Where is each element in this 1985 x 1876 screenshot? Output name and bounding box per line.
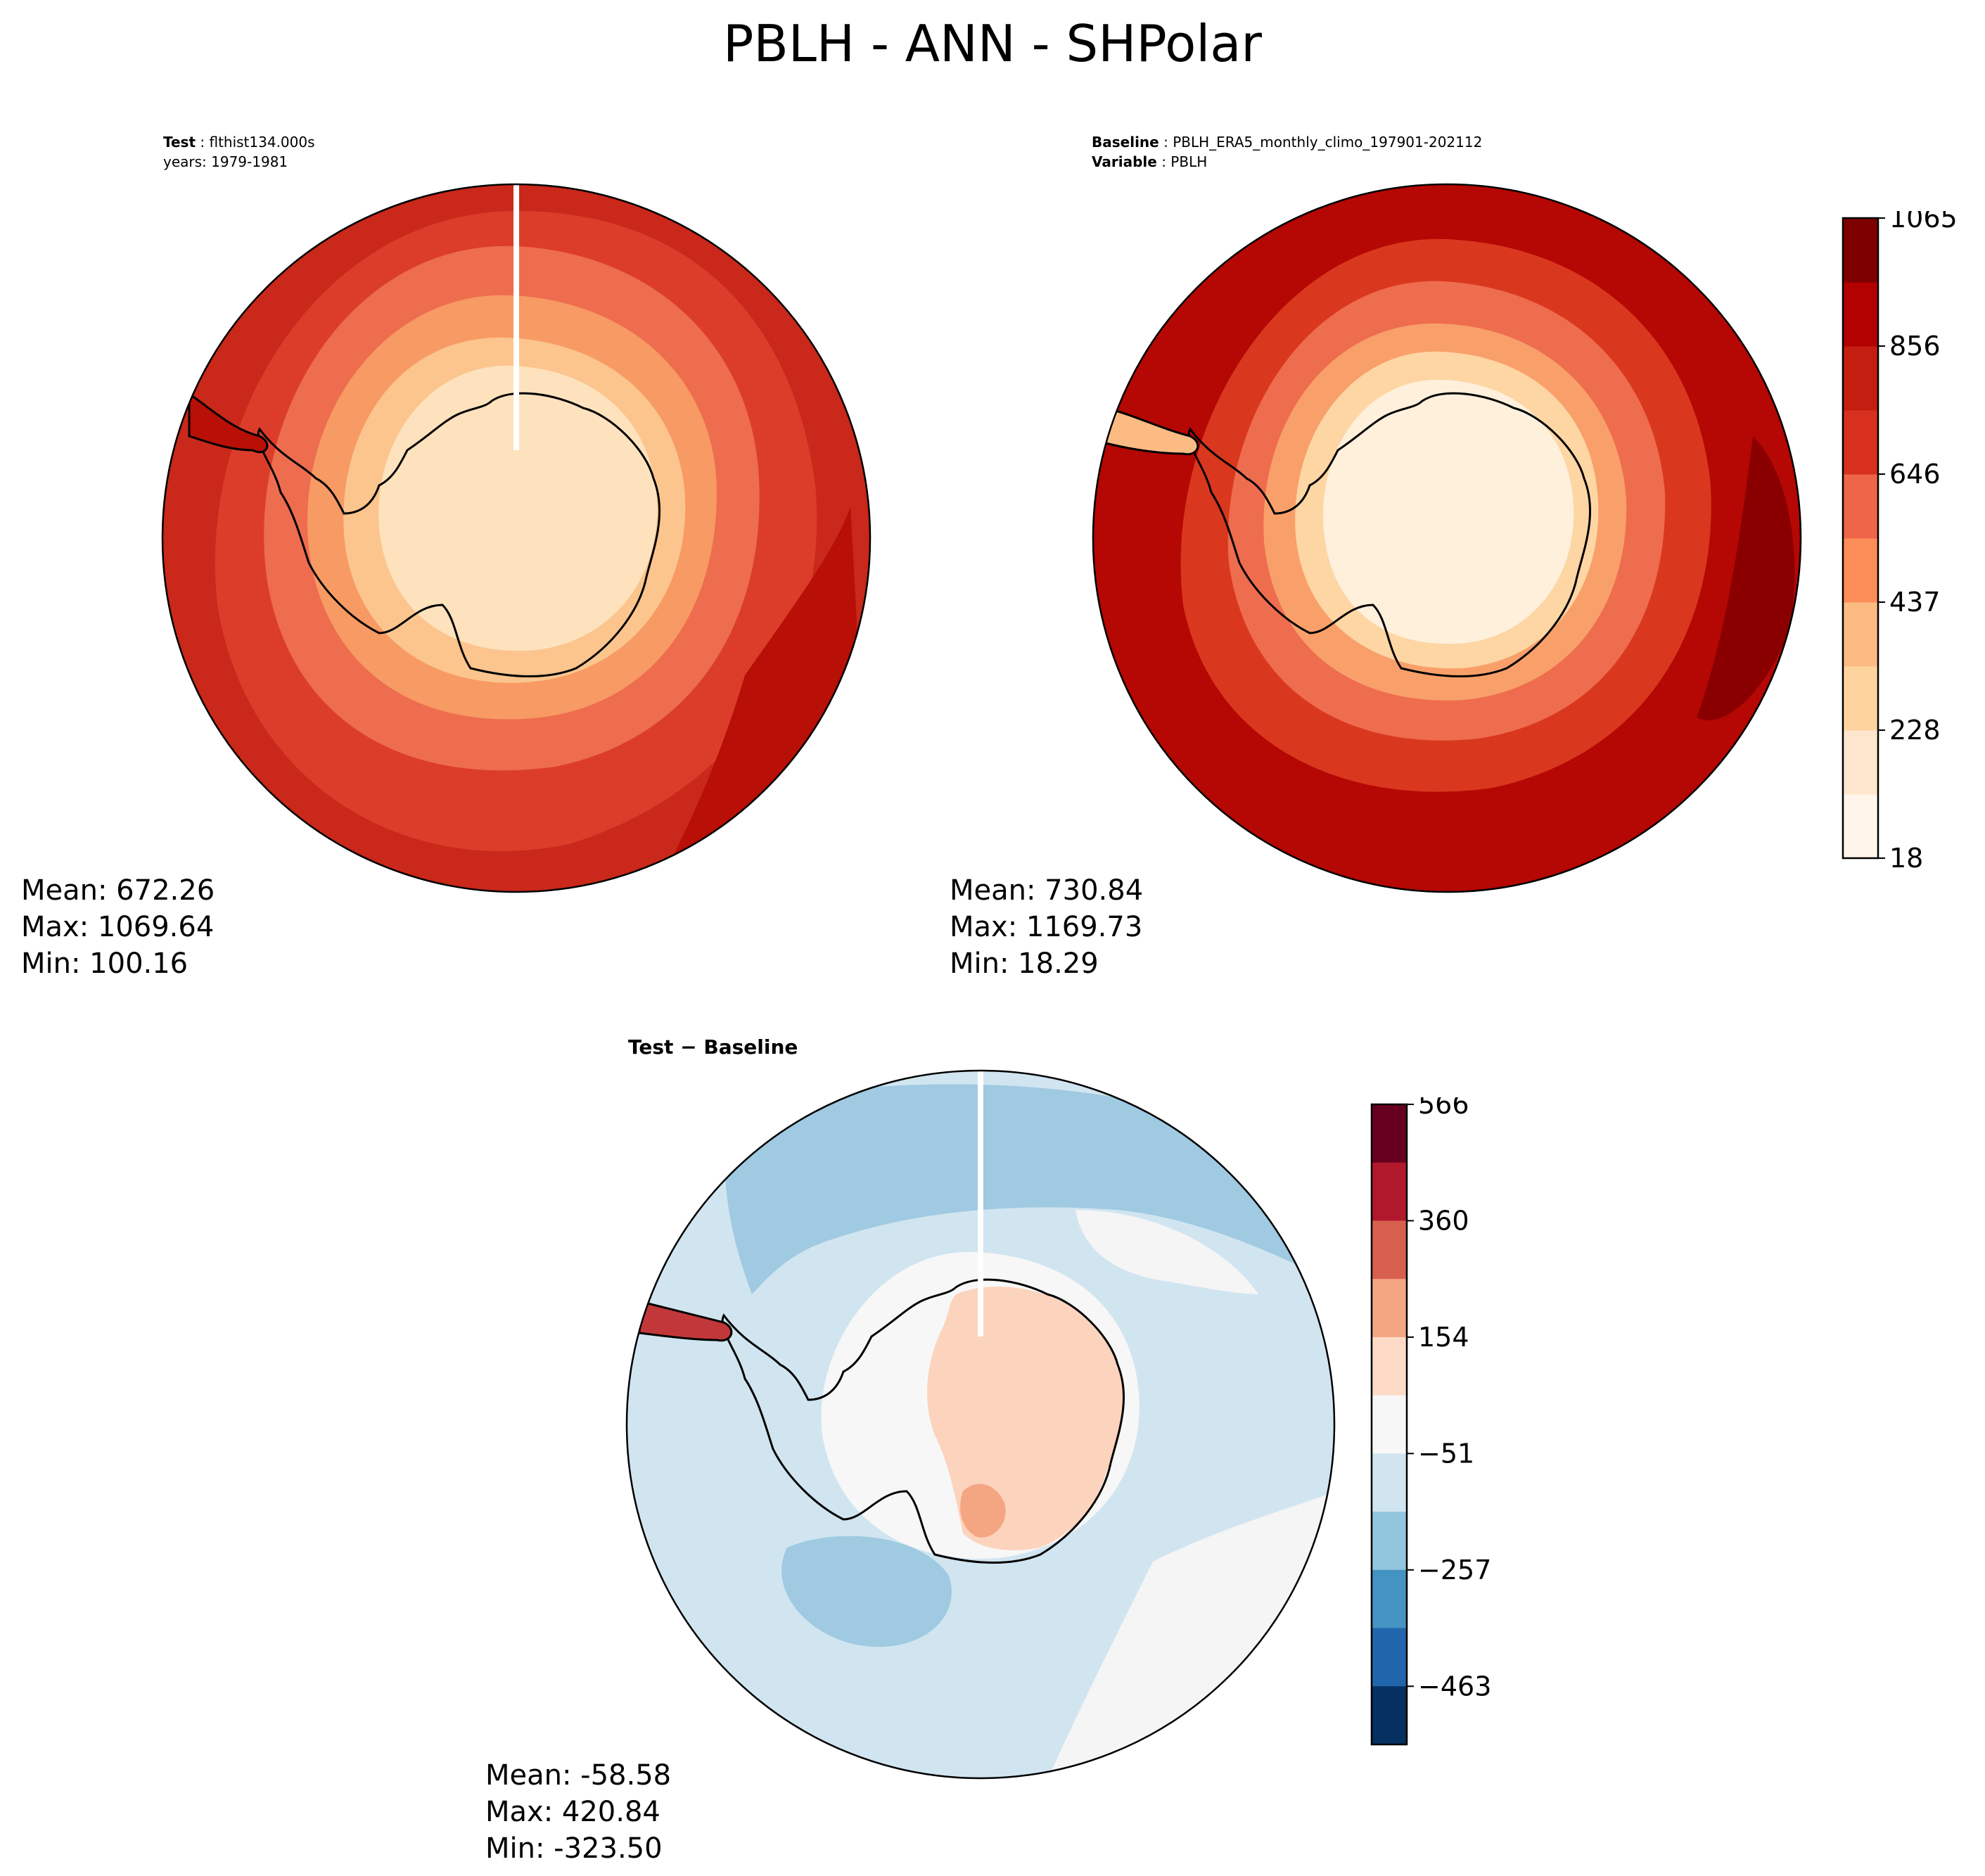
test-case: flthist134.000s [209,134,315,151]
colorbar-segment [1843,410,1878,475]
diff-max: Max: 420.84 [485,1796,660,1828]
diff-missing-meridian [978,1071,983,1336]
test-map-border [161,183,872,893]
baseline-mean: Mean: 730.84 [950,874,1144,907]
baseline-colorbar-ticks: 18 228 437 646 856 1065 [1878,211,1958,872]
test-stats: Mean: 672.26 Max: 1069.64 Min: 100.16 [21,872,215,982]
baseline-colorbar-border [1842,217,1879,860]
diff-field-neutral-east [1076,1210,1258,1294]
diff-colorbar-ticks: 566 360 154 −51 −257 −463 [1407,1097,1491,1702]
antarctica-coast [257,392,661,677]
colorbar-segment [1372,1686,1407,1745]
colorbar-segment [1843,218,1878,283]
test-years: years: 1979-1981 [163,153,288,170]
colorbar-tick-label: 18 [1889,843,1923,872]
colorbar-segment [1843,602,1878,667]
baseline-stats: Mean: 730.84 Max: 1169.73 Min: 18.29 [950,872,1143,982]
colorbar-segment [1372,1628,1407,1687]
colorbar-segment [1372,1336,1407,1396]
test-field-ring5 [378,365,658,651]
colorbar-tick-label: 154 [1418,1322,1469,1353]
diff-field-blue-south [781,1536,952,1647]
colorbar-tick-label: 228 [1889,715,1941,746]
diff-colorbar: 566 360 154 −51 −257 −463 [1370,1097,1491,1746]
test-header: Test : flthist134.000s years: 1979-1981 [163,134,315,170]
test-max: Max: 1069.64 [21,911,215,943]
diff-field-positive-strong [960,1483,1006,1538]
baseline-field-darkest [1697,436,1795,720]
south-america-tip-diff [638,1300,733,1342]
colorbar-tick-label: −463 [1418,1671,1491,1702]
colorbar-tick-label: 1065 [1889,211,1958,234]
colorbar-segment [1843,474,1878,539]
colorbar-segment [1372,1279,1407,1338]
antarctica-coast-baseline [1187,392,1592,677]
colorbar-segment [1372,1512,1407,1571]
colorbar-segment [1843,346,1878,411]
colorbar-segment [1372,1453,1407,1512]
antarctica-coast-diff [721,1278,1125,1564]
test-map [161,183,872,893]
baseline-label: Baseline [1092,134,1159,151]
colorbar-segment [1372,1162,1407,1221]
south-america-tip-baseline [1104,407,1199,456]
colorbar-tick-label: 360 [1418,1205,1469,1236]
colorbar-tick-label: 646 [1889,459,1941,490]
colorbar-tick-label: −51 [1418,1438,1474,1469]
diff-map-border [625,1069,1336,1780]
colorbar-tick-label: 856 [1889,331,1941,362]
figure-title: PBLH - ANN - SHPolar [722,14,1263,73]
diff-field-blue [725,1084,1329,1294]
baseline-field-ring5 [1323,379,1574,644]
diff-min: Min: -323.50 [485,1832,663,1865]
baseline-colorbar: 18 228 437 646 856 1065 [1842,211,1958,872]
diff-mean: Mean: -58.58 [485,1759,672,1792]
baseline-max: Max: 1169.73 [950,911,1143,943]
baseline-map [1092,183,1802,893]
baseline-variable: PBLH [1170,153,1208,170]
test-mean: Mean: 672.26 [21,874,215,907]
colorbar-segment [1372,1395,1407,1454]
colorbar-segment [1843,794,1878,859]
colorbar-segment [1372,1569,1407,1629]
test-label: Test [163,134,196,151]
baseline-map-border [1092,183,1802,893]
diff-map [625,1069,1336,1780]
colorbar-tick-label: 566 [1418,1097,1469,1120]
colorbar-segment [1843,730,1878,795]
diff-colorbar-segments [1372,1104,1407,1745]
colorbar-segment [1843,538,1878,603]
colorbar-segment [1843,666,1878,731]
diff-header: Test − Baseline [628,1035,798,1059]
south-america-tip [188,392,269,454]
baseline-header: Baseline : PBLH_ERA5_monthly_climo_19790… [1092,134,1483,170]
colorbar-segment [1372,1220,1407,1280]
test-min: Min: 100.16 [21,947,189,980]
colorbar-tick-label: 437 [1889,587,1941,618]
test-missing-meridian [513,184,519,450]
colorbar-segment [1372,1104,1407,1163]
baseline-colorbar-segments [1843,218,1878,859]
colorbar-segment [1843,282,1878,347]
variable-label: Variable [1092,153,1157,170]
colorbar-tick-label: −257 [1418,1555,1491,1585]
baseline-case: PBLH_ERA5_monthly_climo_197901-202112 [1173,134,1483,151]
baseline-min: Min: 18.29 [950,947,1099,980]
diff-stats: Mean: -58.58 Max: 420.84 Min: -323.50 [485,1757,671,1867]
diff-colorbar-border [1370,1103,1408,1746]
